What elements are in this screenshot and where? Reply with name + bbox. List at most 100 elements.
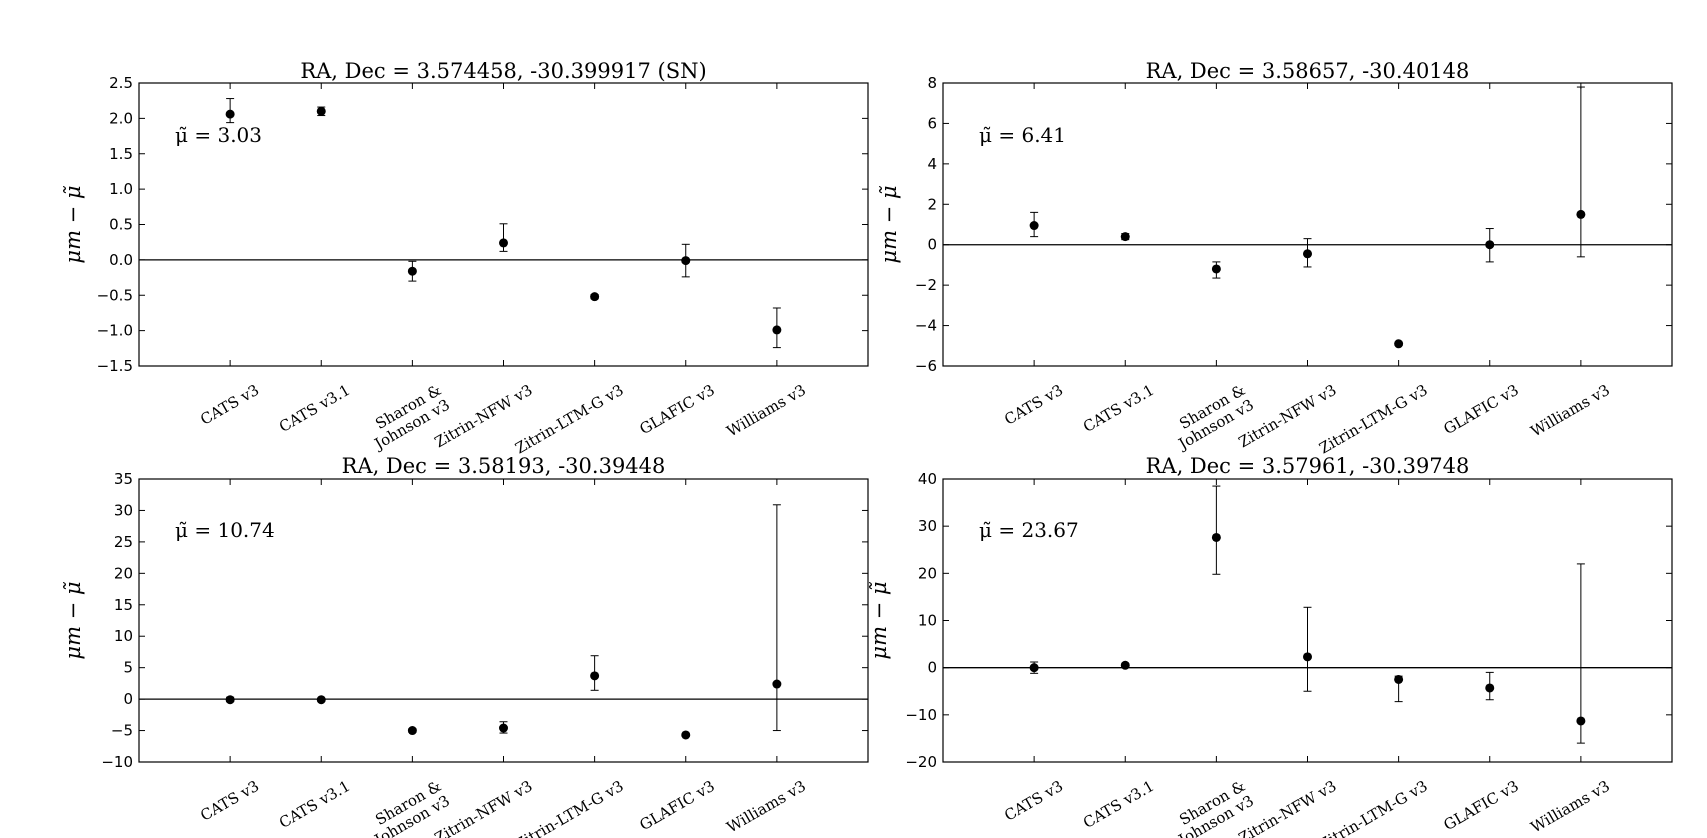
panel-2-ylabel: μm − μ̃ xyxy=(877,185,901,263)
panel-4-data-point xyxy=(1394,674,1404,684)
panel-2-category-label-line: CATS v3.1 xyxy=(1080,381,1157,436)
panel-2-ytick-label: −2 xyxy=(915,276,937,294)
panel-2-category-label-line: Williams v3 xyxy=(1528,381,1613,441)
panel-3-ytick-label: 35 xyxy=(114,470,133,488)
panel-1-category-label-line: GLAFIC v3 xyxy=(637,381,718,438)
panel-4-ytick-label: 10 xyxy=(918,612,937,630)
panel-1-ytick-label: 0.0 xyxy=(109,251,133,269)
panel-4-plot-frame xyxy=(942,478,1673,763)
panel-4-category-label-line: CATS v3.1 xyxy=(1080,777,1157,832)
panel-2: RA, Dec = 3.58657, -30.40148 μ̃ = 6.41 μ… xyxy=(877,59,1673,457)
panel-1-ytick-label: 1.0 xyxy=(109,180,133,198)
panel-3-category-label: GLAFIC v3 xyxy=(637,777,718,834)
panel-1-ytick-label: −1.0 xyxy=(97,322,133,340)
panel-4-category-label-line: CATS v3 xyxy=(1001,777,1066,825)
panel-2-title: RA, Dec = 3.58657, -30.40148 xyxy=(1146,59,1470,83)
panel-1-data-point xyxy=(316,106,326,116)
panel-3-plot-frame xyxy=(138,478,869,763)
panel-3-data-point xyxy=(772,679,782,689)
panel-4-ytick-label: 20 xyxy=(918,564,937,582)
panel-2-plot-frame xyxy=(942,82,1673,367)
panel-1-data-point xyxy=(225,109,235,119)
panel-1: RA, Dec = 3.574458, -30.399917 (SN) μ̃ =… xyxy=(61,59,869,457)
panel-3-data-point xyxy=(499,723,508,733)
panel-3-ytick-label: 15 xyxy=(114,596,133,614)
panel-3-category-label-line: CATS v3 xyxy=(197,777,262,825)
panel-4-ytick-label: 30 xyxy=(918,517,937,535)
panel-4-ytick-label: 0 xyxy=(927,659,937,677)
panel-4-category-label: Williams v3 xyxy=(1528,777,1613,837)
panel-1-ytick-label: 1.5 xyxy=(109,145,133,163)
panel-4-category-label: CATS v3.1 xyxy=(1080,777,1157,832)
panel-4-data-point xyxy=(1576,716,1586,726)
panel-4-data-point xyxy=(1211,532,1221,542)
panel-2-ytick-label: 4 xyxy=(927,155,937,173)
panel-4-category-label: CATS v3 xyxy=(1001,777,1066,825)
panel-4-category-label-line: Williams v3 xyxy=(1528,777,1613,837)
panel-3-category-label: Williams v3 xyxy=(724,777,809,837)
panel-1-ytick-label: 2.5 xyxy=(109,74,133,92)
panel-3-data-point xyxy=(316,695,326,705)
panel-1-category-label-line: CATS v3.1 xyxy=(276,381,353,436)
panel-4-ytick-label: 40 xyxy=(918,470,937,488)
panel-3-ytick-label: −10 xyxy=(101,753,133,771)
panel-1-data-point xyxy=(681,256,691,266)
panel-2-category-label-line: GLAFIC v3 xyxy=(1441,381,1522,438)
panel-1-category-label-line: Williams v3 xyxy=(724,381,809,441)
panel-3-data-point xyxy=(225,695,235,705)
panel-1-category-label-line: CATS v3 xyxy=(197,381,262,429)
panel-3-ytick-label: 10 xyxy=(114,627,133,645)
panel-3: RA, Dec = 3.58193, -30.39448 μ̃ = 10.74 … xyxy=(61,454,869,838)
panel-2-ytick-label: 8 xyxy=(927,74,937,92)
panel-3-ylabel: μm − μ̃ xyxy=(61,581,85,659)
panel-4-category-label: GLAFIC v3 xyxy=(1441,777,1522,834)
panel-4-category-label-line: GLAFIC v3 xyxy=(1441,777,1522,834)
panel-2-data-point xyxy=(1120,232,1130,242)
panel-2-category-label: GLAFIC v3 xyxy=(1441,381,1522,438)
panel-4-title: RA, Dec = 3.57961, -30.39748 xyxy=(1146,454,1470,478)
panel-1-category-label: Williams v3 xyxy=(724,381,809,441)
panel-3-category-label: CATS v3 xyxy=(197,777,262,825)
panel-3-data-point xyxy=(681,730,691,740)
panel-2-data-point xyxy=(1576,209,1586,219)
panel-1-ytick-label: −0.5 xyxy=(97,286,133,304)
panel-3-data-point xyxy=(590,671,600,681)
panel-2-ytick-label: −4 xyxy=(915,317,937,335)
panel-3-title: RA, Dec = 3.58193, -30.39448 xyxy=(342,454,666,478)
panel-2-data-point xyxy=(1485,240,1495,250)
panel-3-ytick-label: −5 xyxy=(111,722,133,740)
panel-1-ytick-label: 0.5 xyxy=(109,216,133,234)
panel-4-ylabel: μm − μ̃ xyxy=(867,581,891,659)
panel-4-data-point xyxy=(1303,652,1312,662)
panel-3-ytick-label: 30 xyxy=(114,501,133,519)
panel-2-ytick-label: 6 xyxy=(927,114,937,132)
panel-2-data-point xyxy=(1303,249,1312,259)
panel-2-category-label: CATS v3.1 xyxy=(1080,381,1157,436)
panel-1-median-annotation: μ̃ = 3.03 xyxy=(175,123,262,147)
panel-4: RA, Dec = 3.57961, -30.39748 μ̃ = 23.67 … xyxy=(867,454,1673,838)
panel-1-data-point xyxy=(590,292,600,302)
panel-3-ytick-label: 25 xyxy=(114,533,133,551)
panel-2-category-label: CATS v3 xyxy=(1001,381,1066,429)
panel-1-title: RA, Dec = 3.574458, -30.399917 (SN) xyxy=(300,59,706,83)
panel-1-category-label: CATS v3 xyxy=(197,381,262,429)
panel-4-median-annotation: μ̃ = 23.67 xyxy=(979,518,1079,542)
panel-4-ytick-label: −10 xyxy=(905,706,937,724)
panel-2-ytick-label: 0 xyxy=(927,236,937,254)
panel-1-data-point xyxy=(772,325,782,335)
panel-3-category-label-line: Williams v3 xyxy=(724,777,809,837)
panel-2-category-label: Williams v3 xyxy=(1528,381,1613,441)
panel-1-category-label: GLAFIC v3 xyxy=(637,381,718,438)
panel-2-ytick-label: 2 xyxy=(927,195,937,213)
panel-2-ytick-label: −6 xyxy=(915,357,937,375)
panel-1-ytick-label: 2.0 xyxy=(109,109,133,127)
panel-1-category-label: CATS v3.1 xyxy=(276,381,353,436)
panel-4-ytick-label: −20 xyxy=(905,753,937,771)
panel-3-data-point xyxy=(407,726,417,736)
panel-3-category-label-line: GLAFIC v3 xyxy=(637,777,718,834)
panel-2-category-label-line: CATS v3 xyxy=(1001,381,1066,429)
panel-1-plot-frame xyxy=(138,82,869,367)
panel-1-data-point xyxy=(499,238,508,248)
panel-4-data-point xyxy=(1029,663,1039,673)
